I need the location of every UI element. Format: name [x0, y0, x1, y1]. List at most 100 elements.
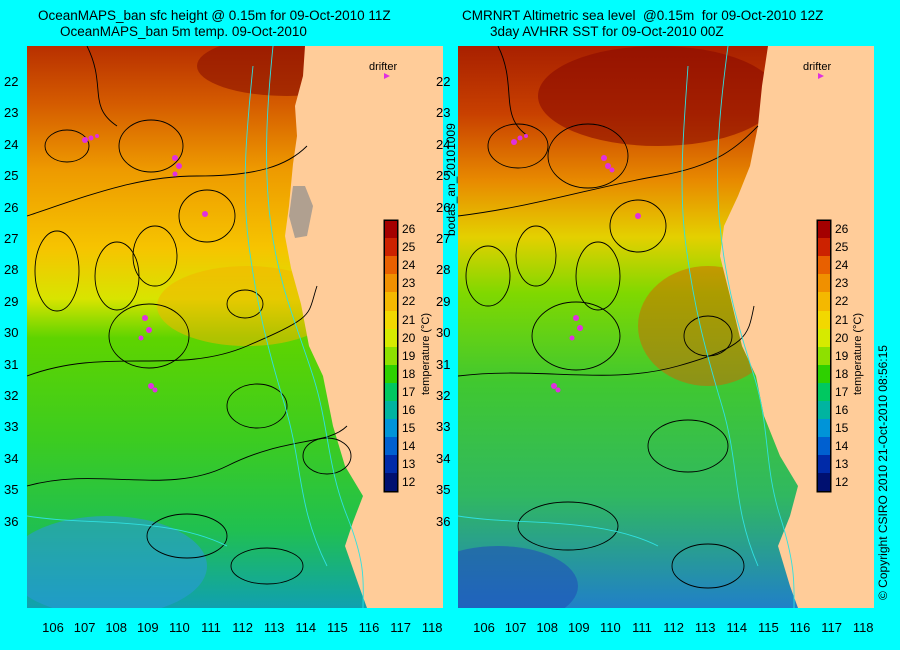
left-colorbar-swatch	[384, 328, 398, 348]
right-colorbar-swatch	[817, 382, 831, 402]
left-colorbar-tick: 21	[402, 312, 416, 327]
right-colorbar-tick: 26	[835, 222, 849, 236]
left-colorbar-tick: 17	[402, 384, 416, 399]
left-colorbar-swatch	[384, 437, 398, 456]
right-colorbar-swatch	[817, 455, 831, 474]
right-colorbar-tick: 13	[835, 457, 849, 472]
right-lon-tick: 109	[567, 620, 590, 635]
right-lon-tick: 111	[632, 620, 652, 635]
left-colorbar-tick: 18	[402, 366, 416, 381]
right-lat-tick: 24	[436, 136, 451, 152]
left-colorbar-label: temperature (°C)	[420, 312, 432, 395]
left-lat-tick: 33	[4, 419, 19, 435]
right-lat-tick: 30	[436, 325, 451, 341]
right-lat-tick: 23	[436, 105, 451, 121]
right-colorbar-swatch	[817, 328, 831, 348]
left-lon-tick: 113	[263, 620, 285, 635]
left-colorbar-swatch	[384, 382, 398, 402]
right-colorbar-swatch	[817, 401, 831, 420]
right-colorbar-tick: 12	[835, 475, 849, 490]
right-lon-tick: 114	[726, 620, 748, 635]
left-lon-tick: 110	[169, 620, 190, 635]
run-id-label: bodas_an_20101009	[444, 123, 458, 236]
left-lat-tick: 24	[4, 136, 19, 152]
left-title-line1: OceanMAPS_ban sfc height @ 0.15m for 09-…	[38, 8, 391, 23]
right-lat-tick: 26	[436, 199, 451, 215]
left-lat-tick: 31	[4, 356, 19, 372]
right-lat-tick: 36	[436, 513, 451, 529]
left-lon-tick: 107	[73, 620, 96, 635]
left-colorbar-tick: 25	[402, 240, 416, 255]
left-lat-tick: 27	[4, 231, 19, 246]
left-colorbar-tick: 22	[402, 294, 416, 309]
left-colorbar-swatch	[384, 292, 398, 311]
right-colorbar-swatch	[817, 346, 831, 366]
right-colorbar-swatch	[817, 419, 831, 438]
right-lon-tick: 112	[663, 620, 684, 635]
right-lat-tick: 35	[436, 482, 451, 498]
left-colorbar-tick: 24	[402, 258, 416, 273]
right-lat-tick: 31	[436, 356, 451, 372]
right-colorbar-tick: 15	[835, 421, 849, 436]
right-lon-tick: 116	[789, 620, 811, 635]
right-drifters	[511, 73, 824, 393]
right-colorbar-tick: 19	[835, 348, 849, 363]
right-colorbar-tick: 17	[835, 384, 849, 399]
left-colorbar-tick: 20	[402, 330, 416, 345]
left-lat-tick: 35	[4, 482, 19, 498]
right-colorbar-swatch	[817, 473, 831, 492]
right-lon-tick: 107	[504, 620, 527, 635]
left-colorbar-swatch	[384, 238, 398, 257]
right-colorbar-frame	[817, 220, 831, 492]
left-colorbar-tick: 15	[402, 421, 416, 436]
left-lat-tick: 36	[4, 513, 19, 529]
right-lat-tick: 22	[436, 74, 451, 89]
left-colorbar-tick: 13	[402, 457, 416, 472]
left-colorbar-swatch	[384, 473, 398, 492]
right-lon-tick: 113	[694, 620, 716, 635]
right-lat-tick: 32	[436, 388, 451, 403]
right-lat-tick: 29	[436, 293, 451, 309]
left-lat-tick: 26	[4, 199, 19, 215]
left-colorbar-swatch	[384, 220, 398, 239]
left-colorbar-tick: 16	[402, 403, 416, 417]
left-colorbar-tick: 26	[402, 222, 416, 236]
left-colorbar-tick: 14	[402, 439, 416, 454]
right-isobaths	[458, 46, 795, 608]
right-colorbar-swatch	[817, 256, 831, 275]
left-colorbar-tick: 19	[402, 348, 416, 363]
left-lat-tick: 34	[4, 450, 19, 466]
right-lon-tick: 118	[852, 620, 874, 635]
left-drifters	[82, 73, 390, 393]
right-colorbar-swatch	[817, 310, 831, 330]
left-lon-tick: 106	[42, 620, 64, 635]
left-isobaths	[27, 46, 364, 608]
left-lon-tick: 116	[358, 620, 380, 635]
right-colorbar-tick: 22	[835, 294, 849, 309]
left-colorbar-swatch	[384, 419, 398, 438]
right-lat-tick: 28	[436, 262, 451, 278]
left-lon-tick: 108	[105, 620, 128, 635]
left-colorbar-swatch	[384, 256, 398, 275]
right-lat-tick: 25	[436, 168, 451, 184]
right-lon-tick: 110	[600, 620, 621, 635]
left-contours	[27, 46, 352, 585]
right-colorbar-swatch	[817, 274, 831, 293]
copyright-label: © Copyright CSIRO 2010 21-Oct-2010 08:56…	[876, 345, 890, 600]
right-colorbar-tick: 14	[835, 439, 849, 454]
right-colorbar-tick: 23	[835, 276, 849, 291]
right-lat-tick: 34	[436, 450, 451, 466]
right-lat-tick: 27	[436, 231, 451, 246]
left-lat-tick: 32	[4, 388, 19, 403]
left-lat-tick: 22	[4, 74, 19, 89]
left-colorbar-swatch	[384, 455, 398, 474]
left-lat-tick: 23	[4, 105, 19, 121]
left-lat-tick: 25	[4, 168, 19, 184]
left-colorbar-swatch	[384, 274, 398, 293]
left-lon-tick: 115	[327, 620, 348, 635]
left-colorbar-tick: 23	[402, 276, 416, 291]
right-colorbar-tick: 16	[835, 403, 849, 417]
right-lon-tick: 117	[821, 620, 842, 635]
left-lat-tick: 30	[4, 325, 19, 341]
right-drifter-label: drifter	[803, 61, 831, 73]
